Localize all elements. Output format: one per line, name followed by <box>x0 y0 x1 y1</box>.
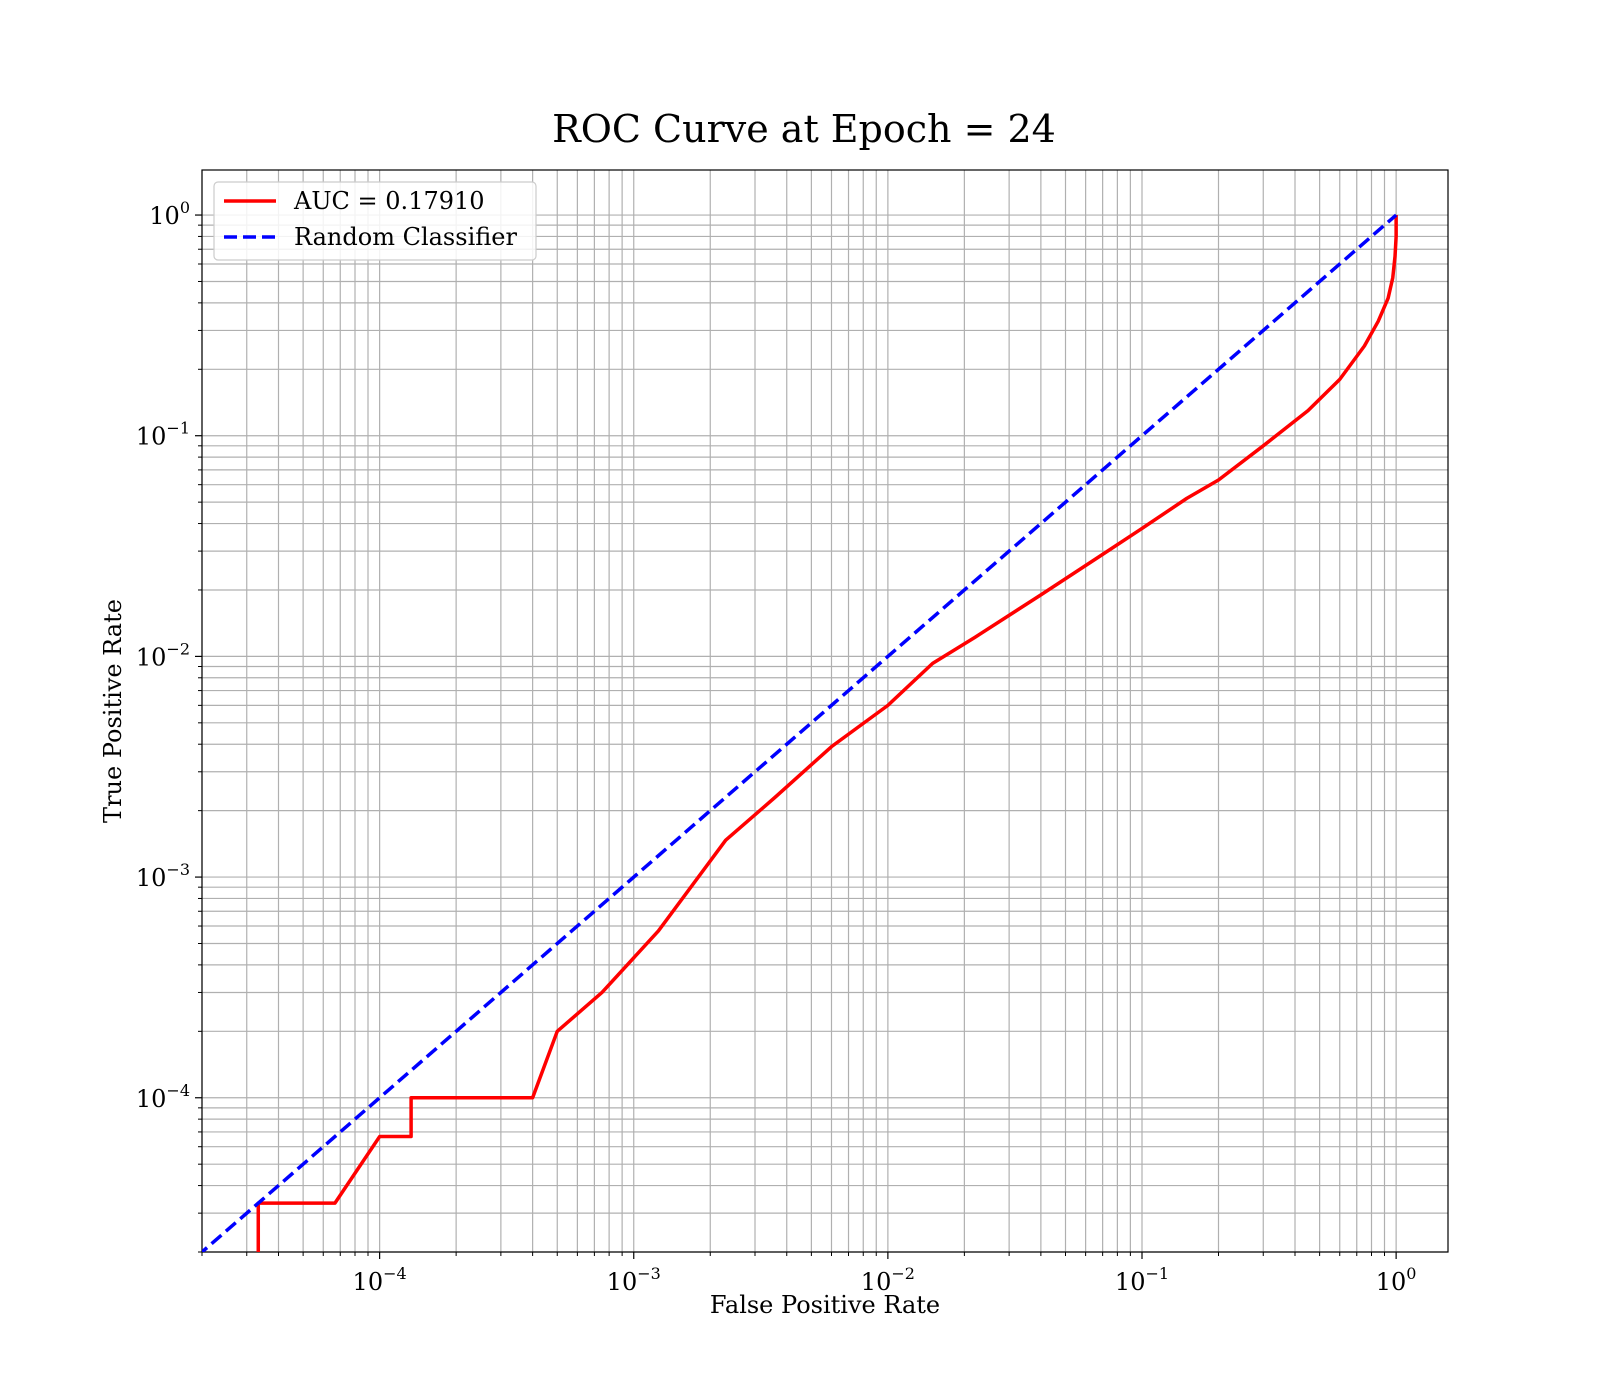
y-axis-label: True Positive Rate <box>99 599 127 823</box>
plot-frame <box>201 169 1449 1253</box>
x-axis-ticks: 10−4 10−3 10−2 10−1 100 <box>201 1252 1417 1296</box>
roc-curve-line <box>256 215 1398 1252</box>
y-axis-ticks: 10−4 10−3 10−2 10−1 100 <box>136 198 202 1253</box>
y-tick-label: 10−2 <box>136 639 190 671</box>
y-tick-label: 10−4 <box>136 1081 190 1113</box>
x-tick-label: 100 <box>1376 1264 1417 1296</box>
x-tick-label: 10−2 <box>861 1264 915 1296</box>
x-axis-label: False Positive Rate <box>710 1291 940 1319</box>
y-tick-label: 10−1 <box>136 419 190 451</box>
x-tick-label: 10−3 <box>607 1264 661 1296</box>
chart-title: ROC Curve at Epoch = 24 <box>552 107 1056 151</box>
legend: AUC = 0.17910 Random Classifier <box>213 181 537 261</box>
series-layer <box>202 213 1398 1252</box>
y-tick-label: 10−3 <box>136 860 190 892</box>
x-tick-label: 10−1 <box>1115 1264 1169 1296</box>
legend-label-auc: AUC = 0.17910 <box>293 187 485 215</box>
legend-box <box>213 181 537 261</box>
x-tick-label: 10−4 <box>353 1264 407 1296</box>
random-classifier-line <box>202 213 1398 1252</box>
legend-label-random: Random Classifier <box>294 223 517 251</box>
y-tick-label: 100 <box>149 198 190 230</box>
